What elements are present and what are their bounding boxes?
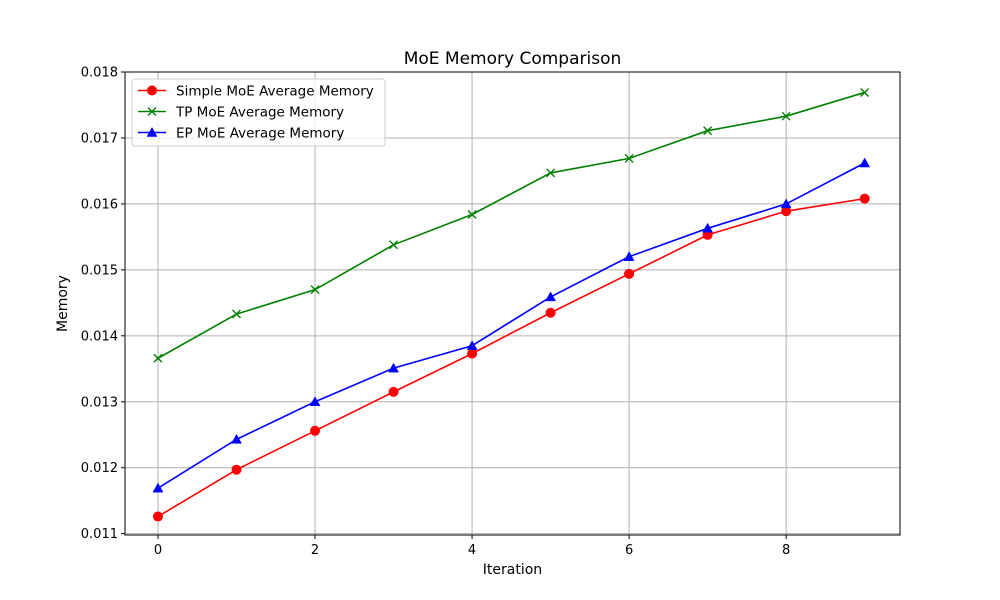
data-point	[859, 157, 871, 168]
y-tick-label: 0.015	[81, 263, 118, 278]
legend: Simple MoE Average Memory TP MoE Average …	[131, 78, 386, 147]
grid	[125, 71, 900, 535]
x-tick-label: 2	[311, 543, 319, 558]
y-tick-label: 0.012	[81, 461, 118, 476]
series-3	[152, 157, 871, 493]
data-point	[388, 386, 399, 397]
data-point	[466, 340, 478, 350]
legend-label: TP MoE Average Memory	[175, 104, 344, 120]
legend-entry: Simple MoE Average Memory	[138, 83, 374, 99]
legend-marker	[146, 126, 158, 137]
y-tick-label: 0.011	[81, 527, 118, 542]
legend-label: Simple MoE Average Memory	[176, 83, 374, 99]
x-tick-label: 0	[154, 543, 162, 558]
marker-stroke	[310, 285, 320, 295]
marker-stroke	[624, 153, 634, 163]
data-point	[859, 193, 870, 204]
marker-stroke	[232, 309, 241, 319]
series-1	[152, 193, 870, 522]
data-point	[781, 111, 791, 121]
chart-title: MoE Memory Comparison	[404, 49, 622, 69]
ticks: 0 2 4 6 8 0.011 0.012 0.013 0.014 0.015 0.016 0.017…	[81, 66, 791, 559]
series-layer	[152, 87, 871, 522]
x-axis-label: Iteration	[483, 562, 542, 578]
y-axis-label: Memory	[55, 275, 71, 332]
marker-stroke	[467, 209, 477, 219]
marker-stroke	[860, 87, 870, 97]
data-point	[232, 309, 241, 319]
data-point	[545, 307, 556, 318]
legend-entry: TP MoE Average Memory	[138, 104, 344, 120]
marker-stroke	[153, 353, 163, 363]
data-point	[467, 209, 477, 219]
data-point	[388, 362, 399, 373]
legend-marker	[147, 85, 157, 96]
data-point	[153, 353, 163, 363]
x-tick-label: 4	[468, 543, 476, 558]
legend-label: EP MoE Average Memory	[176, 125, 344, 141]
x-tick-label: 8	[782, 543, 790, 558]
data-point	[780, 198, 792, 209]
data-point	[545, 291, 557, 302]
data-point	[310, 285, 320, 295]
data-point	[310, 425, 321, 436]
data-point	[152, 482, 164, 493]
data-point	[623, 251, 635, 261]
data-point	[703, 126, 713, 136]
data-point	[152, 511, 163, 522]
data-point	[546, 168, 556, 178]
data-point	[624, 153, 634, 163]
marker-stroke	[147, 107, 157, 116]
y-tick-label: 0.018	[81, 66, 118, 81]
marker-stroke	[546, 168, 556, 178]
data-point	[309, 396, 321, 407]
y-tick-label: 0.014	[81, 329, 118, 344]
legend-marker	[147, 107, 157, 116]
y-tick-label: 0.016	[81, 197, 118, 212]
series-line	[157, 162, 866, 489]
series-2	[153, 87, 870, 363]
series-line	[157, 91, 865, 359]
legend-items: Simple MoE Average Memory TP MoE Average …	[138, 83, 374, 141]
x-tick-label: 6	[625, 543, 633, 558]
y-tick-label: 0.017	[81, 131, 118, 146]
marker-stroke	[389, 240, 399, 250]
data-point	[231, 464, 242, 475]
marker-stroke	[781, 111, 791, 121]
data-point	[702, 222, 714, 233]
data-point	[467, 348, 478, 359]
data-point	[624, 268, 635, 279]
plot-frame	[124, 71, 901, 536]
data-point	[231, 433, 242, 444]
legend-box	[131, 78, 386, 147]
legend-entry: EP MoE Average Memory	[138, 125, 344, 141]
data-point	[389, 240, 399, 250]
data-point	[860, 87, 870, 97]
marker-stroke	[703, 126, 713, 136]
series-line	[157, 197, 865, 518]
y-tick-label: 0.013	[81, 395, 118, 410]
